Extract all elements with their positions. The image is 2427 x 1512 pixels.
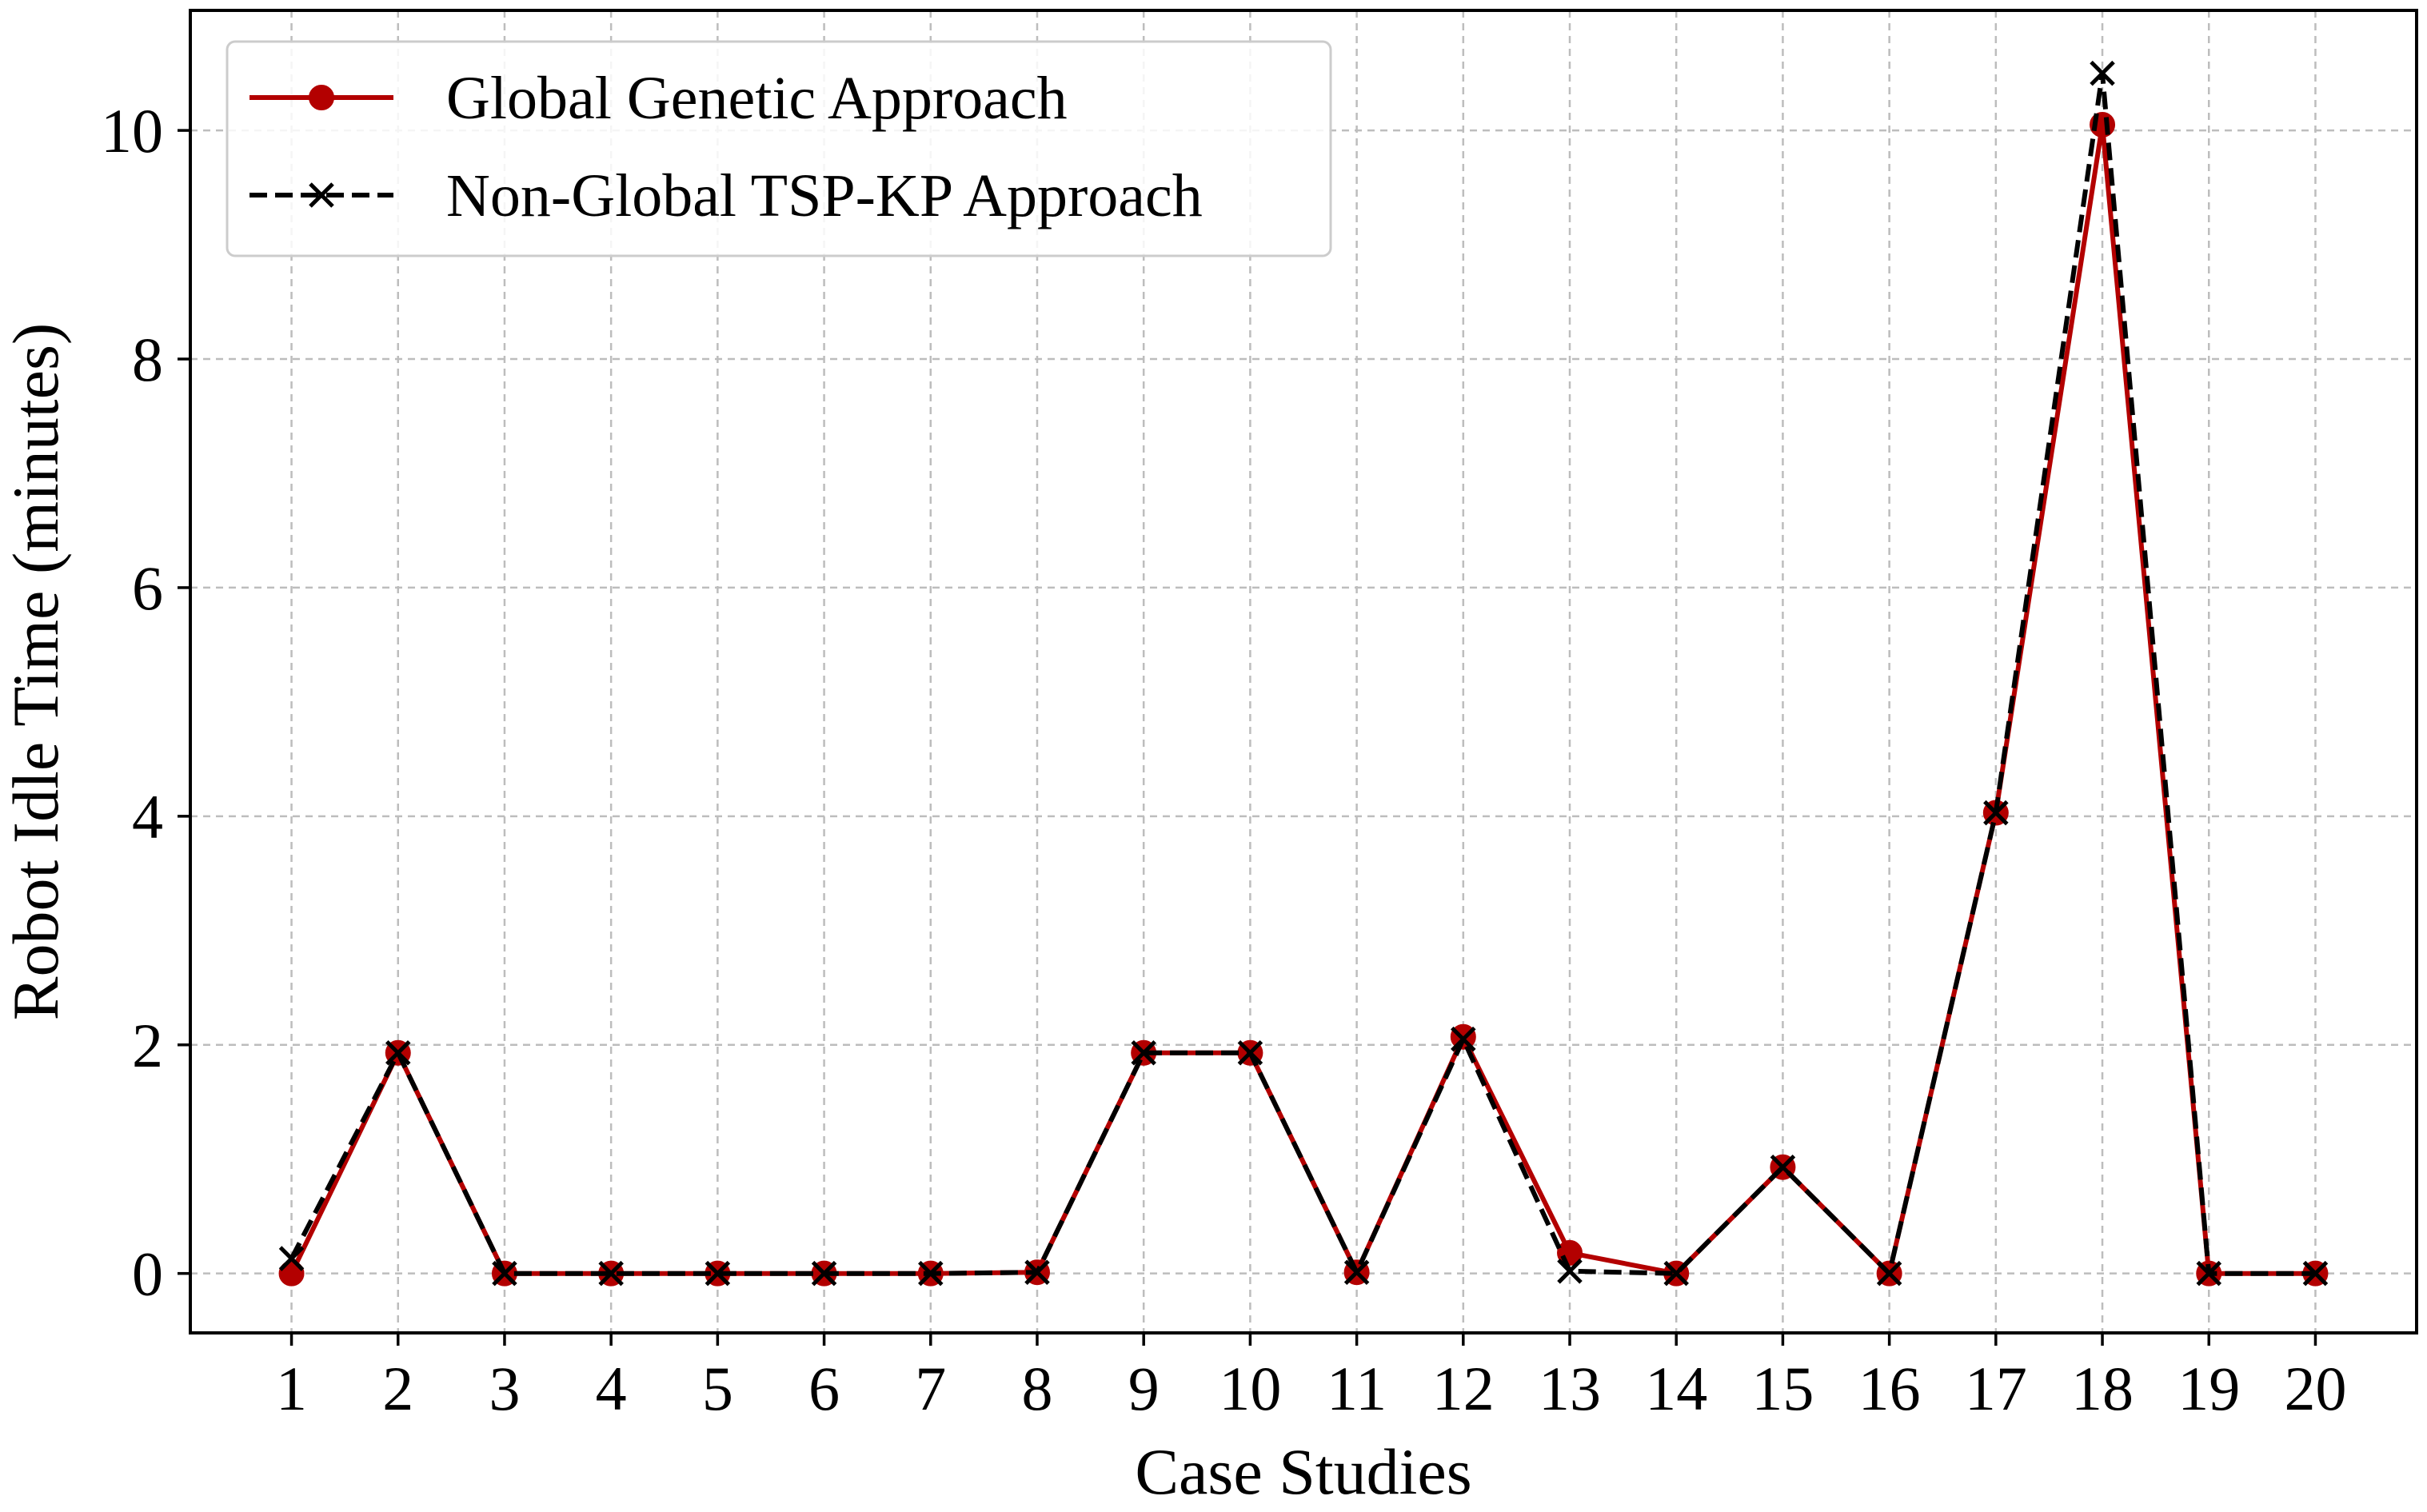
x-tick-label: 16 bbox=[1858, 1354, 1921, 1423]
series-line bbox=[289, 70, 2316, 1276]
x-tick-label: 11 bbox=[1327, 1354, 1387, 1423]
data-point bbox=[811, 1260, 837, 1287]
x-tick-label: 6 bbox=[808, 1354, 840, 1423]
data-point bbox=[2090, 60, 2115, 86]
x-tick-label: 17 bbox=[1965, 1354, 2027, 1423]
y-tick-label: 4 bbox=[132, 782, 163, 852]
data-point bbox=[1237, 1039, 1263, 1066]
x-tick-label: 10 bbox=[1219, 1354, 1281, 1423]
y-axis-title: Robot Idle Time (minutes) bbox=[0, 323, 72, 1020]
x-tick-label: 8 bbox=[1021, 1354, 1052, 1423]
data-point bbox=[1131, 1039, 1156, 1066]
x-tick-label: 13 bbox=[1539, 1354, 1601, 1423]
legend-label: Global Genetic Approach bbox=[446, 65, 1068, 132]
data-point bbox=[278, 1260, 305, 1287]
data-point bbox=[385, 1039, 411, 1066]
x-tick-label: 1 bbox=[276, 1354, 307, 1423]
data-point bbox=[1663, 1260, 1689, 1287]
legend-item-2: Non-Global TSP-KP Approach bbox=[249, 162, 1203, 229]
x-tick-label: 3 bbox=[489, 1354, 520, 1423]
x-tick-label: 4 bbox=[596, 1354, 627, 1423]
x-tick-label: 5 bbox=[702, 1354, 733, 1423]
x-tick-label: 7 bbox=[915, 1354, 946, 1423]
y-tick-label: 8 bbox=[132, 325, 163, 394]
data-point bbox=[2196, 1260, 2222, 1287]
data-point bbox=[1876, 1260, 1902, 1287]
legend-swatch-marker bbox=[309, 182, 334, 208]
data-point bbox=[918, 1260, 944, 1287]
y-tick-label: 2 bbox=[132, 1011, 163, 1080]
data-point bbox=[1770, 1154, 1796, 1180]
x-tick-label: 12 bbox=[1432, 1354, 1495, 1423]
plot-frame bbox=[189, 9, 2418, 1334]
x-tick-label: 18 bbox=[2071, 1354, 2134, 1423]
x-tick-label: 9 bbox=[1128, 1354, 1160, 1423]
x-tick-label: 20 bbox=[2284, 1354, 2346, 1423]
x-tick-label: 15 bbox=[1751, 1354, 1814, 1423]
data-point bbox=[598, 1260, 624, 1287]
data-point bbox=[278, 1246, 305, 1271]
data-point bbox=[492, 1260, 517, 1287]
data-point bbox=[1451, 1026, 1476, 1052]
legend-item-1: Global Genetic Approach bbox=[249, 65, 1068, 132]
legend-label: Non-Global TSP-KP Approach bbox=[446, 162, 1203, 229]
data-point bbox=[1024, 1259, 1050, 1285]
data-point bbox=[1557, 1259, 1583, 1284]
data-point bbox=[1343, 1259, 1370, 1285]
y-tick-label: 6 bbox=[132, 553, 163, 623]
data-point bbox=[2302, 1260, 2329, 1287]
x-axis-title: Case Studies bbox=[1135, 1435, 1471, 1508]
x-tick-label: 2 bbox=[382, 1354, 413, 1423]
x-tick-label: 14 bbox=[1645, 1354, 1707, 1423]
x-tick-label: 19 bbox=[2178, 1354, 2240, 1423]
series-layer bbox=[278, 60, 2329, 1287]
legend-box bbox=[226, 40, 1332, 257]
data-point bbox=[705, 1260, 731, 1287]
y-tick-label: 0 bbox=[132, 1239, 163, 1309]
data-point bbox=[1983, 800, 2009, 826]
legend: Global Genetic Approach Non-Global TSP-KP… bbox=[226, 40, 1332, 257]
legend-swatch-marker bbox=[309, 85, 334, 110]
series-2 bbox=[278, 60, 2329, 1287]
y-tick-label: 10 bbox=[101, 96, 163, 166]
